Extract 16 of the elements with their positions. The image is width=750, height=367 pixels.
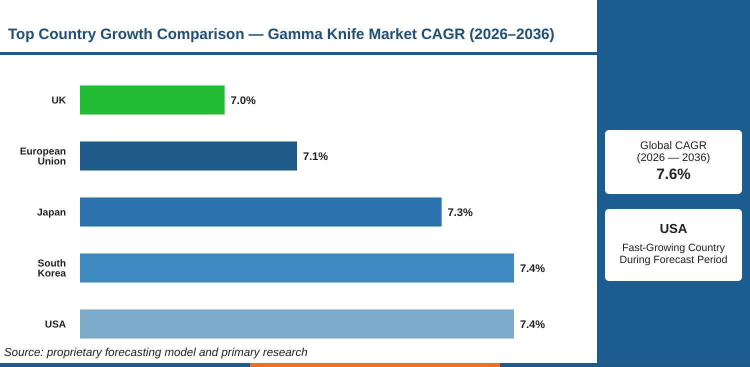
text: Global CAGR (2026 — 2036) <box>636 140 712 164</box>
annotation: Source: proprietary forecasting model and primary research <box>4 347 308 359</box>
text: 7.6% <box>655 166 692 183</box>
data-label: 7.0% <box>230 94 256 107</box>
y-tick-label: European Union <box>20 146 66 168</box>
data-label: 7.4% <box>520 318 546 331</box>
chart-title: Top Country Growth Comparison — Gamma Knife Market CAGR (2026–2036) <box>8 26 554 43</box>
data-label: 7.1% <box>303 150 328 163</box>
data-label: 7.3% <box>448 206 473 219</box>
text: USA <box>658 221 688 236</box>
y-tick-label: Japan <box>37 208 66 219</box>
y-tick-label: South Korea <box>38 258 66 280</box>
data-label: 7.4% <box>520 262 546 275</box>
y-tick-label: USA <box>44 320 66 331</box>
text: Fast-Growing Country During Forecast Period <box>618 242 728 266</box>
y-tick-label: UK <box>52 96 67 107</box>
